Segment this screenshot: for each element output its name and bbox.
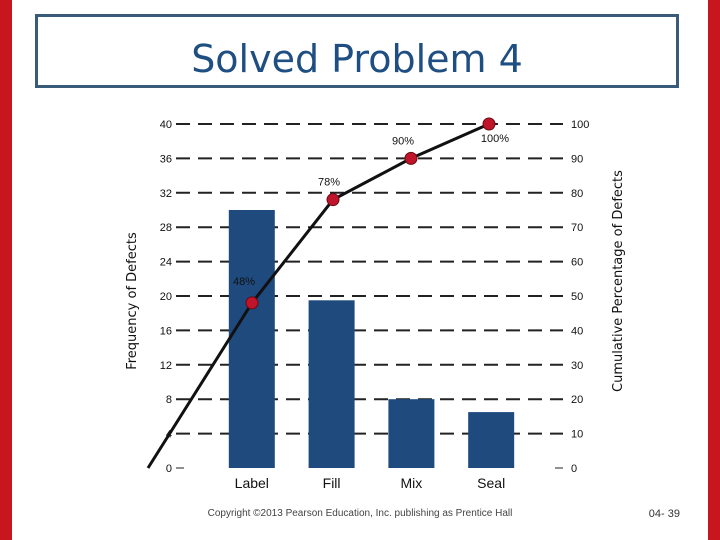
y2-tick-label: 60 [571, 257, 583, 269]
cumulative-point [245, 296, 259, 310]
x-category-label: Label [235, 475, 269, 491]
cumulative-label: 78% [318, 177, 340, 189]
y-tick-label: 24 [160, 257, 172, 269]
y-tick-label: 36 [160, 153, 172, 165]
cumulative-label: 48% [233, 276, 255, 288]
bar [388, 399, 435, 468]
x-category-label: Mix [401, 475, 423, 491]
y2-tick-label: 80 [571, 188, 583, 200]
cumulative-label: 90% [392, 135, 414, 147]
y-tick-label: 28 [160, 222, 172, 234]
y2-tick-label: 90 [571, 153, 583, 165]
left-accent-bar [0, 0, 12, 540]
page-number: 04- 39 [648, 508, 680, 520]
y2-tick-label: 100 [571, 119, 589, 131]
cumulative-label: 100% [481, 133, 509, 145]
y2-tick-label: 30 [571, 360, 583, 372]
slide-title: Solved Problem 4 [191, 37, 523, 81]
cumulative-point [404, 151, 418, 165]
y-tick-label: 40 [160, 119, 172, 131]
y-tick-label: 32 [160, 188, 172, 200]
copyright-footer: Copyright ©2013 Pearson Education, Inc. … [207, 508, 513, 519]
title-box: Solved Problem 4 [35, 14, 679, 88]
y-tick-label: 8 [166, 394, 172, 406]
bar [308, 300, 355, 468]
y2-tick-label: 10 [571, 429, 583, 441]
y-tick-label: 20 [160, 291, 172, 303]
y2-tick-label: 70 [571, 222, 583, 234]
cumulative-point [482, 117, 496, 131]
y2-tick-label: 20 [571, 394, 583, 406]
y-tick-label: 12 [160, 360, 172, 372]
cumulative-point [326, 193, 340, 207]
y-axis-title: Frequency of Defects [125, 232, 140, 370]
y-tick-label: 16 [160, 325, 172, 337]
x-category-label: Fill [323, 475, 341, 491]
bar [468, 412, 515, 468]
y2-tick-label: 50 [571, 291, 583, 303]
x-category-label: Seal [477, 475, 505, 491]
y2-tick-label: 0 [571, 463, 577, 475]
y2-axis-title: Cumulative Percentage of Defects [611, 170, 626, 392]
bar [228, 210, 275, 468]
y2-tick-label: 40 [571, 325, 583, 337]
y-tick-label: 0 [166, 463, 172, 475]
right-accent-bar [708, 0, 720, 540]
